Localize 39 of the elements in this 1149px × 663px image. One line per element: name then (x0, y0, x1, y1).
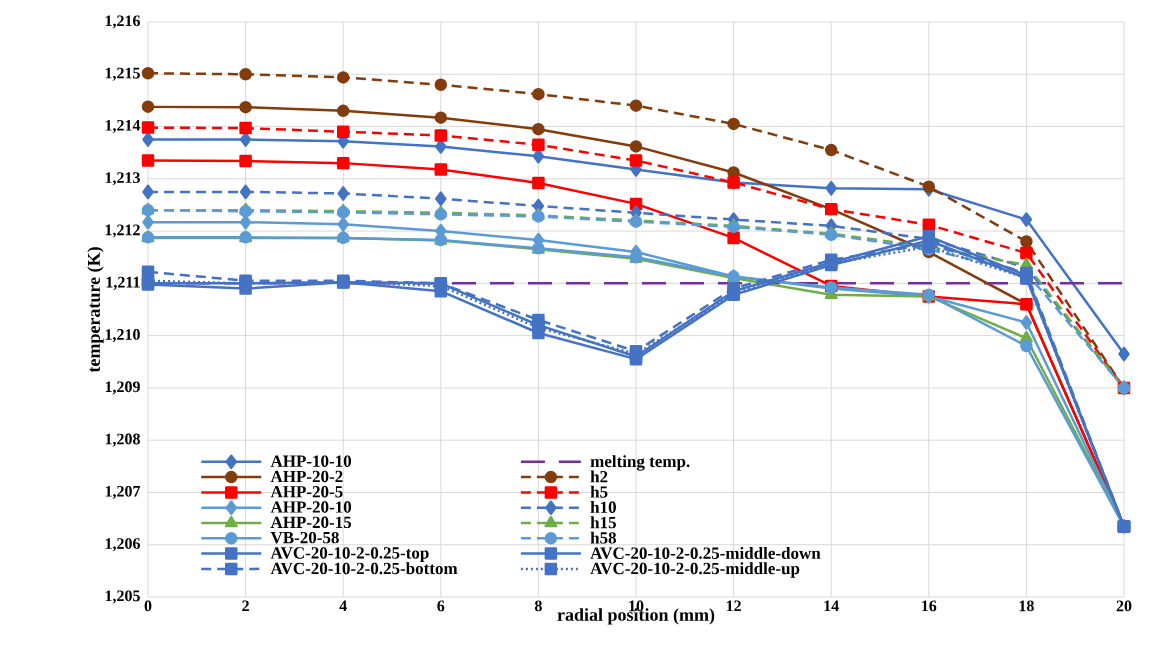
x-tick-label: 14 (824, 600, 839, 612)
y-tick-label: 1,210 (105, 329, 140, 343)
legend-label: AHP-20-15 (270, 516, 352, 529)
x-tick-label: 20 (1116, 600, 1132, 612)
x-tick-label: 16 (922, 600, 937, 612)
legend-label: AHP-20-2 (270, 470, 343, 483)
y-tick-label: 1,209 (105, 381, 140, 395)
y-tick-label: 1,207 (105, 485, 141, 499)
legend-label: h58 (590, 531, 617, 544)
y-tick-label: 1,205 (105, 590, 140, 604)
y-tick-label: 1,206 (105, 538, 140, 552)
y-tick-label: 1,208 (105, 433, 140, 447)
y-tick-label: 1,215 (105, 67, 140, 81)
x-tick-label: 2 (242, 600, 249, 612)
x-tick-label: 4 (339, 600, 347, 612)
y-tick-label: 1,213 (105, 172, 140, 186)
y-tick-label: 1,212 (105, 224, 140, 238)
legend-label: h10 (590, 501, 616, 514)
y-tick-label: 1,216 (105, 15, 140, 29)
legend-label: AVC-20-10-2-0.25-bottom (270, 562, 458, 575)
y-axis-title: temperature (K) (87, 247, 104, 373)
legend-label: h2 (590, 470, 608, 483)
legend-label: AVC-20-10-2-0.25-middle-down (590, 546, 821, 559)
legend-label: melting temp. (590, 455, 690, 471)
legend-label: h5 (590, 485, 608, 498)
y-tick-label: 1,214 (105, 120, 141, 134)
x-tick-label: 18 (1019, 600, 1034, 612)
legend-label: AHP-20-10 (270, 501, 352, 513)
legend-label: h15 (590, 516, 616, 529)
x-tick-label: 6 (437, 600, 445, 612)
x-tick-label: 12 (726, 600, 741, 612)
legend-label: AHP-10-10 (270, 455, 352, 467)
legend-label: AHP-20-5 (270, 486, 343, 498)
x-tick-label: 8 (534, 600, 542, 612)
y-tick-label: 1,211 (106, 276, 140, 290)
legend-label: AVC-20-10-2-0.25-top (270, 547, 429, 563)
legend-label: VB-20-58 (270, 531, 339, 544)
x-tick-label: 0 (144, 600, 152, 612)
legend-label: AVC-20-10-2-0.25-middle-up (590, 562, 800, 578)
